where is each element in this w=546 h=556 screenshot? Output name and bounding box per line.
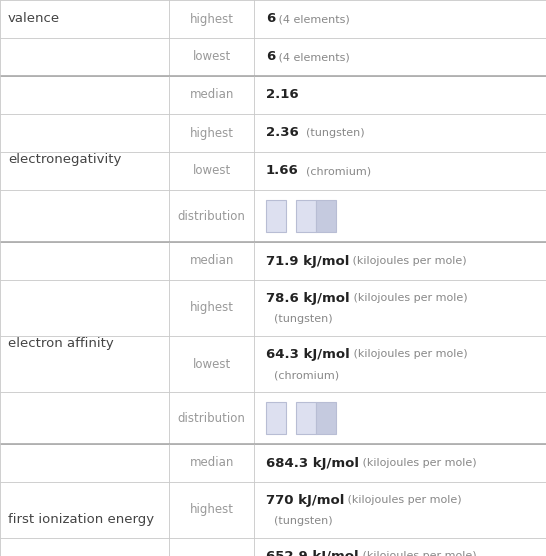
Text: 64.3 kJ/mol: 64.3 kJ/mol bbox=[266, 348, 349, 361]
Text: lowest: lowest bbox=[192, 165, 231, 177]
Bar bbox=[296, 403, 316, 434]
Text: 652.9 kJ/mol: 652.9 kJ/mol bbox=[266, 550, 359, 556]
Bar bbox=[316, 200, 336, 232]
Text: (tungsten): (tungsten) bbox=[299, 128, 364, 138]
Bar bbox=[316, 403, 336, 434]
Text: highest: highest bbox=[189, 504, 234, 517]
Text: 2.36: 2.36 bbox=[266, 127, 299, 140]
Text: median: median bbox=[189, 456, 234, 469]
Text: highest: highest bbox=[189, 127, 234, 140]
Text: (tungsten): (tungsten) bbox=[274, 314, 333, 324]
Bar bbox=[296, 200, 316, 232]
Text: 1.66: 1.66 bbox=[266, 165, 299, 177]
Text: 684.3 kJ/mol: 684.3 kJ/mol bbox=[266, 456, 359, 469]
Text: highest: highest bbox=[189, 12, 234, 26]
Text: (chromium): (chromium) bbox=[299, 166, 371, 176]
Text: (kilojoules per mole): (kilojoules per mole) bbox=[359, 458, 477, 468]
Text: 770 kJ/mol: 770 kJ/mol bbox=[266, 494, 345, 507]
Text: (kilojoules per mole): (kilojoules per mole) bbox=[359, 552, 476, 556]
Text: electron affinity: electron affinity bbox=[8, 336, 114, 350]
Text: distribution: distribution bbox=[177, 210, 246, 222]
Text: 78.6 kJ/mol: 78.6 kJ/mol bbox=[266, 292, 349, 305]
Text: 6: 6 bbox=[266, 51, 275, 63]
Text: median: median bbox=[189, 88, 234, 102]
Text: (tungsten): (tungsten) bbox=[274, 516, 333, 526]
Text: first ionization energy: first ionization energy bbox=[8, 513, 154, 525]
Text: (kilojoules per mole): (kilojoules per mole) bbox=[345, 495, 462, 505]
Text: (kilojoules per mole): (kilojoules per mole) bbox=[349, 350, 467, 360]
Text: (kilojoules per mole): (kilojoules per mole) bbox=[349, 256, 467, 266]
Text: median: median bbox=[189, 255, 234, 267]
Text: lowest: lowest bbox=[192, 358, 231, 370]
Text: 2.16: 2.16 bbox=[266, 88, 299, 102]
Text: (kilojoules per mole): (kilojoules per mole) bbox=[349, 294, 467, 304]
Text: (4 elements): (4 elements) bbox=[275, 14, 350, 24]
Text: electronegativity: electronegativity bbox=[8, 152, 121, 166]
Text: lowest: lowest bbox=[192, 51, 231, 63]
Text: (4 elements): (4 elements) bbox=[275, 52, 350, 62]
Text: 71.9 kJ/mol: 71.9 kJ/mol bbox=[266, 255, 349, 267]
Bar bbox=[266, 403, 286, 434]
Text: valence: valence bbox=[8, 12, 60, 26]
Text: highest: highest bbox=[189, 301, 234, 315]
Text: 6: 6 bbox=[266, 12, 275, 26]
Bar bbox=[266, 200, 286, 232]
Text: (chromium): (chromium) bbox=[274, 370, 339, 380]
Text: distribution: distribution bbox=[177, 411, 246, 424]
